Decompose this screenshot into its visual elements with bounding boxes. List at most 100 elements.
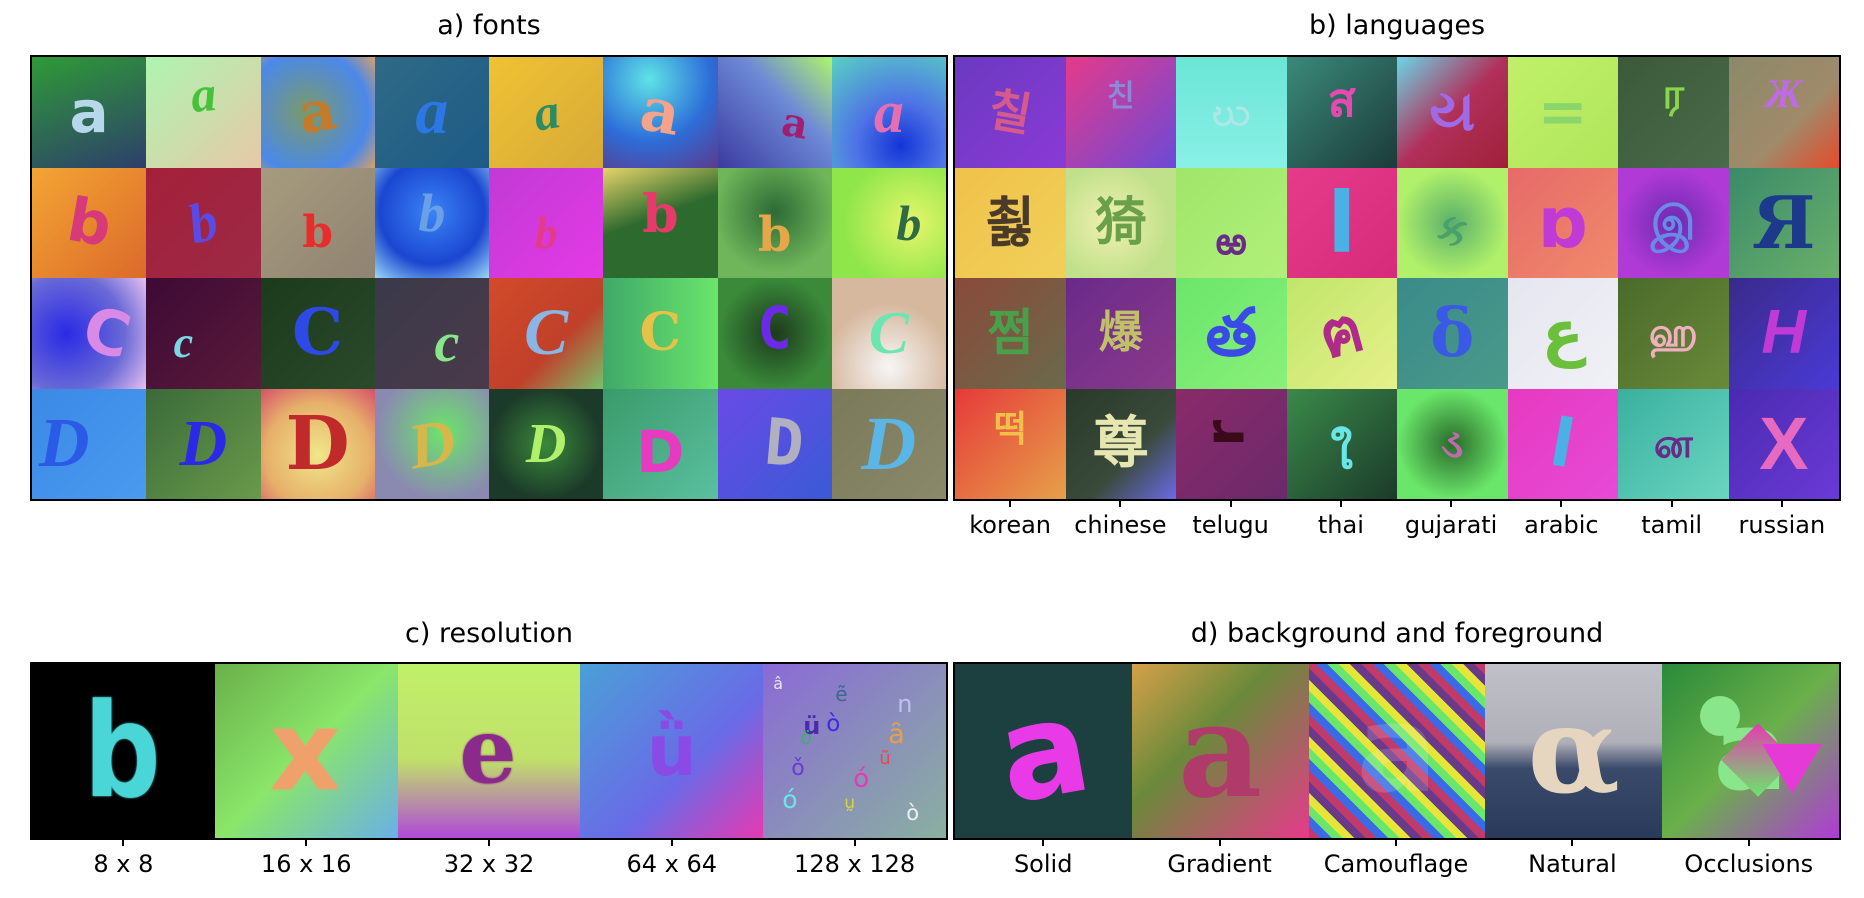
fonts-sample-r1-c1: b (146, 167, 261, 278)
fonts-sample-r3-c6-glyph: D (762, 405, 808, 483)
language-sample-r2-c7-glyph: H (1761, 298, 1807, 368)
resolution-axis-label: 64 x 64 (626, 850, 718, 878)
background-sample-2: a (1308, 664, 1486, 838)
scatter-glyph: ȃ (888, 719, 905, 750)
background-sample-0: a (955, 664, 1132, 838)
background-grid: aaaαa (953, 662, 1841, 840)
language-axis-label: arabic (1524, 511, 1599, 539)
language-sample-r1-c3: l (1286, 167, 1397, 278)
fonts-sample-r2-c4: C (489, 278, 604, 389)
language-sample-r0-c7-glyph: Ж (1765, 71, 1803, 117)
background-sample-3-glyph: α (1527, 680, 1620, 821)
language-sample-r2-c6: ஹ (1618, 278, 1729, 389)
language-sample-r2-c6-glyph: ஹ (1648, 310, 1698, 357)
language-sample-r1-c0-glyph: 쵫 (985, 190, 1036, 254)
fonts-sample-r3-c0-glyph: D (38, 404, 90, 482)
fonts-sample-r1-c5: b (603, 167, 718, 278)
fonts-sample-r0-c0: a (32, 57, 147, 168)
language-axis-label: tamil (1641, 511, 1703, 539)
fonts-sample-r1-c5-glyph: b (642, 183, 679, 245)
resolution-axis-label: 32 x 32 (443, 850, 535, 878)
language-sample-r0-c4-glyph: ય (1429, 79, 1476, 145)
resolution-axis-tick (305, 838, 308, 846)
resolution-sample-0-glyph: b (83, 675, 164, 827)
language-sample-r1-c6-glyph: இ (1650, 195, 1696, 250)
language-axis-tick (1560, 499, 1563, 507)
language-sample-r2-c7: H (1728, 278, 1839, 389)
fonts-sample-r1-c7-glyph: b (896, 194, 922, 251)
background-sample-4: a (1662, 664, 1839, 838)
fonts-sample-r0-c3-glyph: a (415, 75, 449, 149)
language-sample-r0-c1: 친 (1065, 57, 1176, 168)
fonts-sample-r3-c3-glyph: D (402, 404, 461, 483)
resolution-axis-tick (488, 838, 490, 846)
language-sample-r3-c6: ன (1618, 388, 1729, 499)
background-axis-tick (1747, 838, 1750, 846)
fonts-sample-r2-c6-glyph: C (757, 294, 793, 363)
language-sample-r2-c5-glyph: ع (1541, 296, 1584, 370)
language-axis-label: korean (969, 511, 1051, 539)
resolution-sample-3: ǜ (580, 664, 764, 838)
language-sample-r0-c0: 칠 (955, 57, 1066, 168)
fonts-sample-r0-c2: a (260, 57, 375, 168)
fonts-sample-r0-c5: a (603, 57, 718, 168)
background-axis-label: Camouflage (1323, 850, 1469, 878)
fonts-sample-r0-c3: a (374, 57, 489, 168)
language-sample-r3-c2: ɹ (1176, 388, 1287, 499)
language-axis-label: telugu (1192, 511, 1269, 539)
language-sample-r0-c4: ય (1397, 57, 1508, 168)
language-sample-r2-c1: 爆 (1065, 278, 1176, 389)
occlusion-circle (1700, 696, 1741, 736)
language-sample-r3-c3: ใ (1286, 388, 1397, 499)
resolution-sample-2-glyph: e (459, 698, 519, 804)
fonts-sample-r3-c1: D (146, 388, 261, 499)
fonts-sample-r0-c4-glyph: a (528, 82, 564, 142)
fonts-sample-r0-c4: a (489, 57, 604, 168)
language-sample-r0-c6: ர (1618, 57, 1729, 168)
language-axis-label: thai (1317, 511, 1364, 539)
language-axis-tick (1339, 499, 1342, 507)
background-axis-tick (1571, 838, 1574, 846)
language-sample-r2-c2: త (1176, 278, 1287, 389)
language-sample-r1-c5-glyph: ɒ (1537, 181, 1588, 264)
fonts-sample-r2-c6: C (717, 278, 832, 389)
language-sample-r3-c1: 尊 (1065, 388, 1176, 499)
background-sample-0-glyph: a (987, 668, 1100, 834)
language-sample-r0-c3: ส (1286, 57, 1397, 168)
scatter-glyph: ò (826, 711, 841, 737)
resolution-axis-label: 8 x 8 (93, 850, 154, 878)
resolution-sample-1: x (214, 664, 398, 838)
scatter-glyph: n (897, 690, 913, 718)
fonts-sample-r2-c7-glyph: C (868, 300, 909, 367)
language-sample-r3-c7-glyph: X (1759, 401, 1809, 485)
language-sample-r2-c4: δ (1397, 278, 1508, 389)
scatter-glyph: ó (782, 785, 798, 814)
language-sample-r3-c7: X (1728, 388, 1839, 499)
language-sample-r1-c6: இ (1618, 167, 1729, 278)
fonts-sample-r1-c7: b (831, 167, 946, 278)
background-sample-2-glyph: a (1356, 681, 1438, 820)
fonts-sample-r1-c1-glyph: b (181, 189, 225, 257)
language-sample-r1-c3-glyph: l (1327, 173, 1357, 272)
background-axis-label: Gradient (1167, 850, 1272, 878)
language-sample-r0-c6-glyph: ர (1662, 69, 1685, 119)
fonts-sample-r2-c0: C (32, 278, 147, 389)
resolution-sample-0: b (32, 664, 215, 838)
fonts-sample-r1-c3: b (374, 167, 489, 278)
language-sample-r1-c1-glyph: 猗 (1094, 192, 1147, 253)
fonts-sample-r2-c5: C (603, 278, 718, 389)
scatter-glyph: ṵ (844, 793, 855, 813)
fonts-sample-r0-c6: a (717, 57, 832, 168)
fonts-sample-r2-c2-glyph: C (292, 295, 344, 371)
language-axis-tick (1229, 499, 1232, 507)
language-sample-r0-c5-glyph: = (1537, 77, 1588, 148)
fonts-sample-r2-c1: c (146, 278, 261, 389)
fonts-sample-r0-c1-glyph: a (188, 65, 219, 124)
fonts-sample-r0-c7: a (831, 57, 946, 168)
language-sample-r0-c2-glyph: ဃ (1211, 89, 1251, 136)
language-sample-r0-c7: Ж (1728, 57, 1839, 168)
language-sample-r1-c7: Я (1728, 167, 1839, 278)
background-axis-label: Occlusions (1684, 850, 1814, 878)
